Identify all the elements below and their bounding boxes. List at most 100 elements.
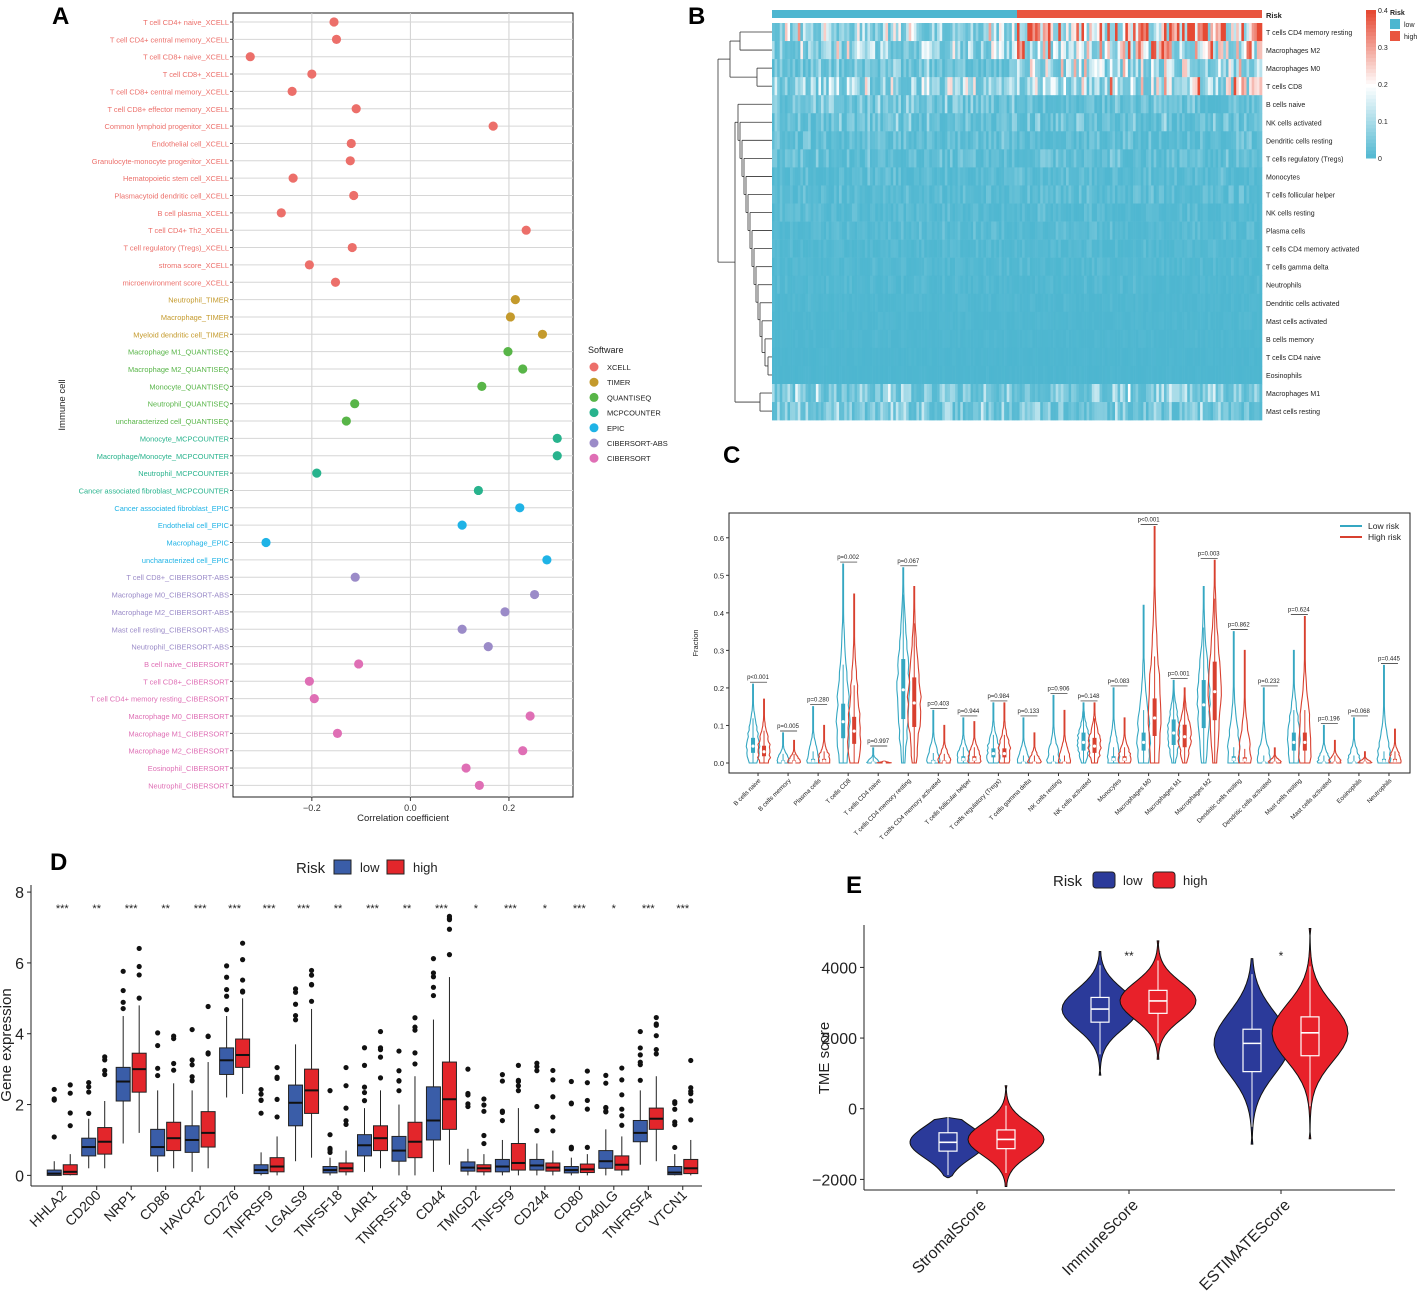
heatmap-cell: [828, 95, 832, 114]
heatmap-cell: [957, 239, 961, 258]
heatmap-cell: [1197, 131, 1201, 150]
violin-median-point: [1172, 731, 1176, 735]
heatmap-cell: [1120, 41, 1124, 60]
heatmap-cell: [885, 275, 889, 295]
heatmap-cell: [937, 131, 940, 150]
heatmap-cell: [1143, 257, 1147, 276]
heatmap-cell: [1073, 77, 1077, 96]
heatmap-cell: [1176, 221, 1180, 240]
heatmap-cell: [1140, 41, 1144, 60]
heatmap-cell: [1166, 167, 1170, 186]
violin-shape: [1347, 717, 1361, 764]
heatmap-cell: [1225, 113, 1229, 132]
heatmap-cell: [797, 293, 801, 313]
heatmap-cell: [1032, 365, 1036, 385]
heatmap-cell: [1047, 113, 1051, 132]
heatmap-cell: [839, 347, 842, 367]
heatmap-cell: [1130, 384, 1134, 403]
heatmap-cell: [833, 221, 837, 240]
heatmap-cell: [854, 113, 858, 132]
heatmap-cell: [839, 95, 842, 114]
heatmap-cell: [1058, 185, 1062, 204]
heatmap-cell: [1251, 384, 1255, 403]
heatmap-cell: [1182, 167, 1185, 186]
heatmap-cell: [952, 41, 956, 60]
risk-legend-swatch: [1390, 19, 1400, 29]
heatmap-cell: [859, 23, 863, 42]
heatmap-cell: [1223, 239, 1227, 258]
heatmap-cell: [903, 95, 907, 114]
heatmap-cell: [1004, 365, 1007, 385]
heatmap-cell: [970, 77, 974, 96]
heatmap-cell: [991, 23, 995, 42]
heatmap-cell: [1158, 41, 1162, 60]
heatmap-cell: [792, 329, 796, 349]
heatmap-cell: [1081, 365, 1085, 385]
heatmap-cell: [867, 239, 871, 258]
heatmap-cell: [1207, 95, 1211, 114]
heatmap-cell: [908, 95, 912, 114]
heatmap-cell: [939, 23, 943, 42]
heatmap-cell: [1071, 113, 1075, 132]
legend-title: Software: [588, 345, 624, 355]
heatmap-cell: [800, 221, 804, 240]
heatmap-cell: [1063, 257, 1067, 276]
heatmap-cell: [929, 59, 933, 78]
heatmap-cell: [1014, 239, 1018, 258]
heatmap-cell: [1138, 149, 1142, 168]
heatmap-cell: [1223, 257, 1227, 276]
heatmap-cell: [1133, 23, 1136, 42]
colorbar-segment: [1366, 76, 1376, 81]
heatmap-cell: [1107, 167, 1111, 186]
heatmap-cell: [1053, 113, 1056, 132]
heatmap-cell: [1220, 59, 1224, 78]
heatmap-cell: [1096, 221, 1100, 240]
heatmap-cell: [792, 149, 796, 168]
heatmap-cell: [1148, 221, 1152, 240]
heatmap-cell: [1225, 293, 1229, 313]
p-value-label: p=0.403: [927, 701, 950, 707]
heatmap-cell: [1143, 275, 1147, 295]
heatmap-cell: [934, 59, 938, 78]
heatmap-cell: [957, 59, 961, 78]
heatmap-cell: [1169, 239, 1173, 258]
violin-median-point: [1183, 735, 1187, 739]
x-tick-label: Plasma cells: [793, 777, 823, 807]
heatmap-cell: [828, 59, 832, 78]
heatmap-cell: [1125, 77, 1129, 96]
heatmap-cell: [1027, 131, 1031, 150]
heatmap-cell: [1024, 311, 1028, 331]
heatmap-cell: [1084, 95, 1087, 114]
heatmap-cell: [1099, 221, 1103, 240]
heatmap-cell: [851, 221, 855, 240]
heatmap-cell: [857, 257, 860, 276]
heatmap-cell: [1210, 275, 1214, 295]
heatmap-cell: [1251, 95, 1255, 114]
significance-label: ***: [263, 903, 277, 915]
heatmap-cell: [1071, 239, 1075, 258]
heatmap-cell: [1135, 149, 1139, 168]
heatmap-cell: [1184, 365, 1188, 385]
heatmap-cell: [1009, 167, 1013, 186]
heatmap-cell: [952, 402, 956, 421]
heatmap-cell: [1213, 77, 1216, 96]
heatmap-cell: [831, 384, 835, 403]
heatmap-cell: [1246, 257, 1250, 276]
heatmap-cell: [919, 203, 922, 222]
heatmap-cell: [939, 77, 943, 96]
heatmap-cell: [854, 185, 858, 204]
heatmap-cell: [1153, 131, 1157, 150]
heatmap-cell: [986, 293, 989, 313]
heatmap-cell: [1246, 402, 1250, 421]
heatmap-cell: [1205, 113, 1209, 132]
heatmap-cell: [1143, 59, 1147, 78]
heatmap-cell: [1223, 329, 1227, 349]
heatmap-cell: [1042, 311, 1046, 331]
heatmap-cell: [1127, 203, 1131, 222]
heatmap-cell: [1117, 77, 1121, 96]
heatmap-cell: [774, 311, 778, 331]
violin-median-point: [1363, 761, 1367, 765]
heatmap-cell: [1089, 167, 1093, 186]
heatmap-cell: [877, 329, 881, 349]
heatmap-cell: [1037, 257, 1041, 276]
